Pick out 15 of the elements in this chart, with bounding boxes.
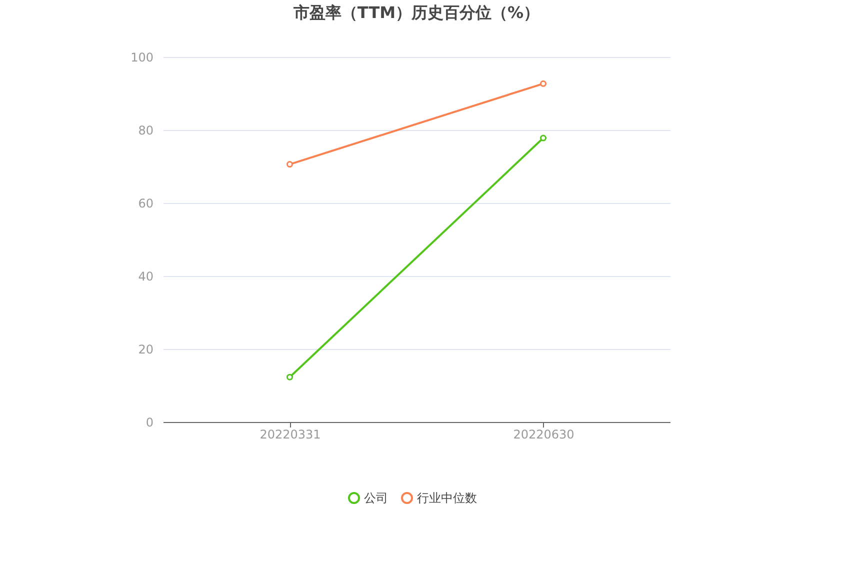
x-tick-label: 20220630: [513, 428, 574, 442]
point: [286, 374, 293, 380]
y-tick-label: 40: [138, 270, 154, 284]
x-tick-label: 20220331: [260, 428, 321, 442]
y-tick-label: 60: [138, 196, 154, 210]
chart-title: 市盈率（TTM）历史百分位（%）: [292, 3, 540, 22]
y-tick-label: 80: [138, 124, 154, 138]
y-tick-label: 0: [146, 416, 154, 430]
point: [540, 134, 546, 142]
point: [540, 80, 546, 87]
legend-label: 行业中位数: [417, 491, 477, 505]
legend-label: 公司: [364, 491, 388, 505]
point: [286, 161, 293, 168]
y-tick-label: 20: [138, 342, 154, 356]
y-tick-label: 100: [130, 50, 154, 64]
